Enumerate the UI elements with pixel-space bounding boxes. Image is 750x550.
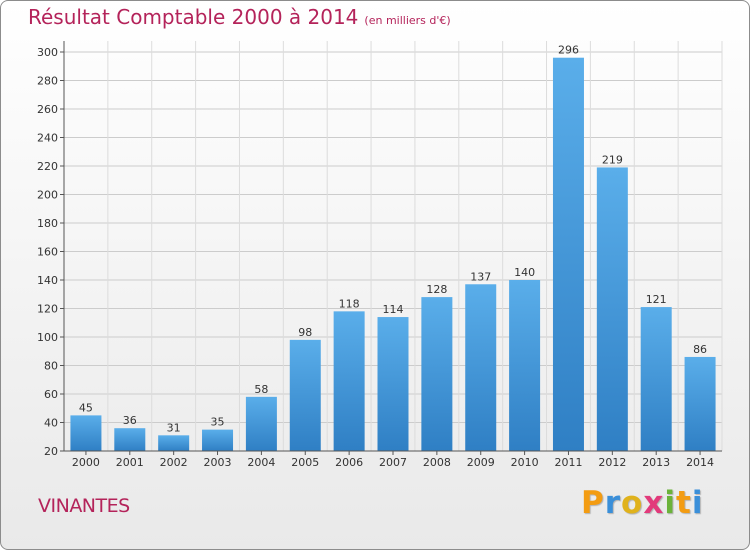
bar — [552, 57, 584, 451]
bar-value-label: 35 — [211, 416, 225, 429]
y-tick-label: 20 — [44, 445, 58, 458]
town-name: VINANTES — [38, 495, 130, 517]
x-tick-label: 2011 — [554, 456, 582, 469]
bar — [465, 284, 497, 451]
y-tick-label: 200 — [37, 189, 58, 202]
x-tick-label: 2000 — [72, 456, 100, 469]
bar — [114, 428, 146, 451]
proxiti-logo: Proxiti — [581, 485, 703, 521]
bar-value-label: 121 — [646, 293, 667, 306]
logo-letter: o — [621, 485, 644, 521]
x-tick-label: 2008 — [423, 456, 451, 469]
y-tick-label: 240 — [37, 132, 58, 145]
logo-letter: i — [664, 485, 676, 521]
y-tick-label: 160 — [37, 246, 58, 259]
bar — [684, 356, 716, 451]
bar-value-label: 140 — [514, 266, 535, 279]
bar-value-label: 219 — [602, 153, 623, 166]
bar-value-label: 296 — [558, 44, 579, 57]
bar — [333, 311, 365, 451]
bar — [509, 280, 541, 451]
y-tick-label: 280 — [37, 75, 58, 88]
bar — [421, 297, 453, 451]
bar-value-label: 128 — [426, 283, 447, 296]
y-tick-label: 80 — [44, 360, 58, 373]
x-tick-label: 2001 — [116, 456, 144, 469]
x-tick-label: 2012 — [598, 456, 626, 469]
x-tick-label: 2010 — [511, 456, 539, 469]
y-tick-label: 220 — [37, 160, 58, 173]
bar — [70, 415, 102, 451]
bar-value-label: 45 — [79, 401, 93, 414]
x-tick-label: 2013 — [642, 456, 670, 469]
chart-title-block: Résultat Comptable 2000 à 2014 (en millie… — [28, 5, 451, 29]
bar-value-label: 36 — [123, 414, 137, 427]
y-tick-label: 100 — [37, 331, 58, 344]
x-tick-label: 2003 — [204, 456, 232, 469]
bar-value-label: 31 — [167, 421, 181, 434]
y-tick-label: 120 — [37, 303, 58, 316]
x-tick-label: 2002 — [160, 456, 188, 469]
bar — [158, 435, 190, 451]
bar-value-label: 98 — [298, 326, 312, 339]
x-tick-label: 2014 — [686, 456, 714, 469]
logo-letter: x — [643, 485, 665, 521]
bar — [289, 339, 321, 451]
logo-letter: i — [691, 485, 704, 521]
logo-letter: P — [581, 485, 605, 521]
bar-value-label: 118 — [339, 297, 360, 310]
x-tick-label: 2009 — [467, 456, 495, 469]
bar-value-label: 86 — [693, 343, 707, 356]
x-tick-label: 2007 — [379, 456, 407, 469]
bar — [245, 396, 277, 451]
bar — [640, 307, 672, 451]
bar — [596, 167, 628, 452]
y-tick-label: 300 — [37, 46, 58, 59]
x-tick-label: 2004 — [247, 456, 275, 469]
y-tick-label: 180 — [37, 217, 58, 230]
y-tick-label: 40 — [44, 417, 58, 430]
bar-value-label: 58 — [254, 383, 268, 396]
logo-letter: t — [675, 485, 692, 521]
chart-title: Résultat Comptable 2000 à 2014 — [28, 5, 359, 29]
x-tick-label: 2005 — [291, 456, 319, 469]
logo-letter: r — [604, 485, 622, 521]
x-tick-label: 2006 — [335, 456, 363, 469]
bar — [377, 317, 409, 451]
bars: 45 36 31 35 58 98 118 114 128 137 140 296 219 121 86 — [70, 44, 716, 452]
y-tick-label: 260 — [37, 103, 58, 116]
bar-value-label: 137 — [470, 270, 491, 283]
y-tick-label: 60 — [44, 388, 58, 401]
bar-value-label: 114 — [383, 303, 404, 316]
bar — [202, 429, 234, 451]
y-tick-label: 140 — [37, 274, 58, 287]
chart-subtitle: (en milliers d'€) — [364, 14, 451, 27]
axes: 20 40 60 80 100 120 140 160 180 200 220 240 260 280 30… — [37, 41, 722, 469]
